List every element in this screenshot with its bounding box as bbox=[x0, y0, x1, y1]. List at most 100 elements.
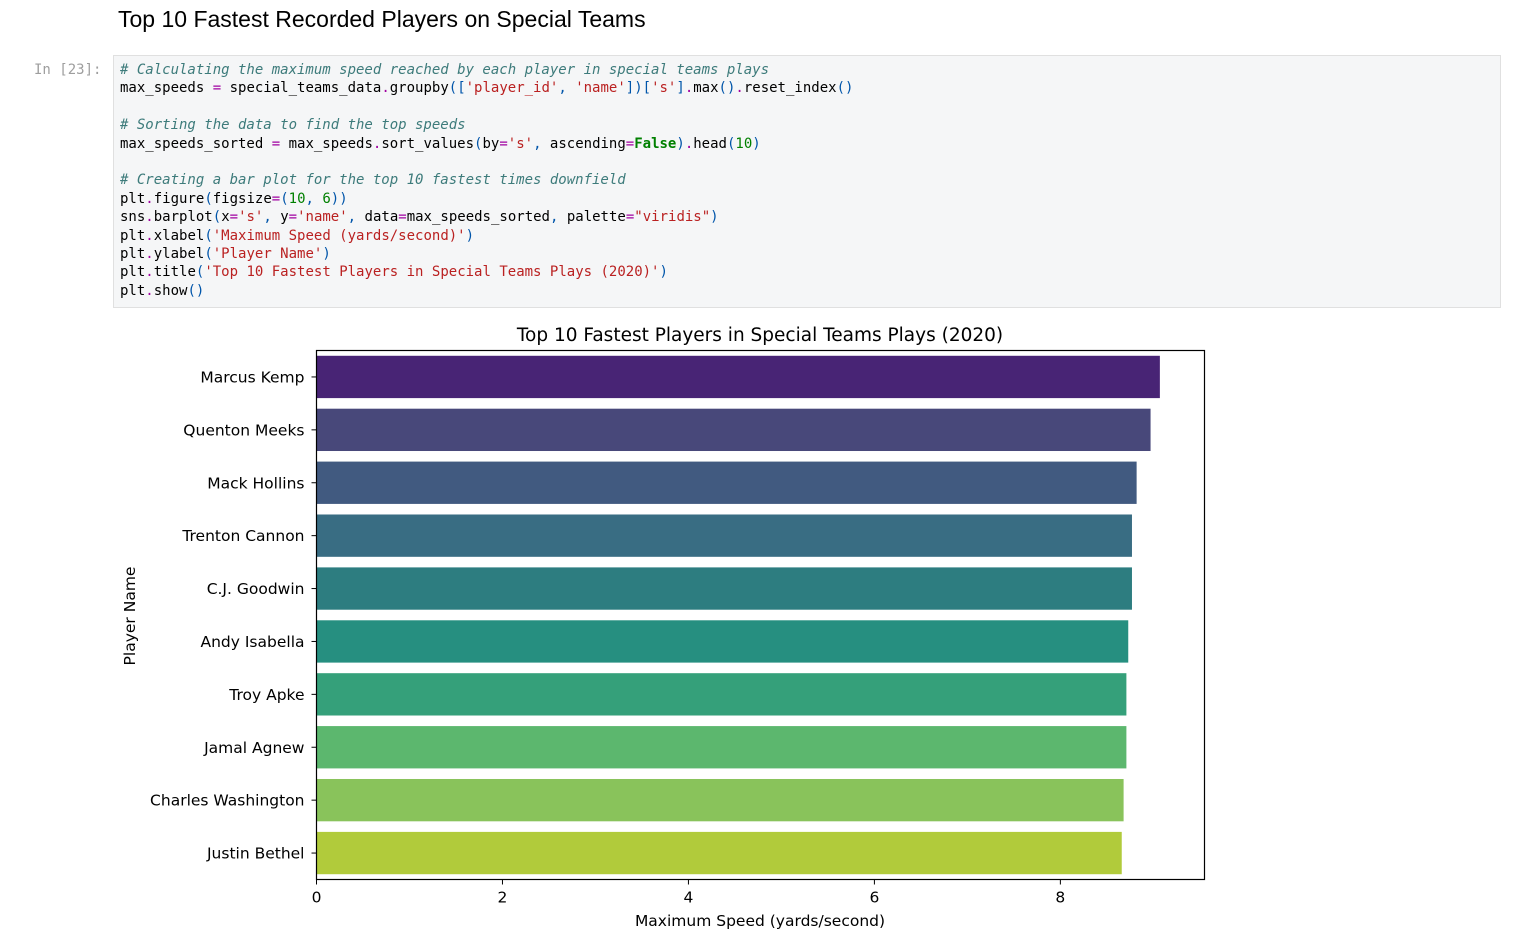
code-token: , bbox=[347, 209, 365, 226]
x-tick-label: 0 bbox=[312, 889, 322, 907]
bar bbox=[316, 355, 1160, 399]
code-token: sort_values bbox=[381, 135, 475, 152]
code-token: data bbox=[364, 209, 399, 226]
y-tick-label: Trenton Cannon bbox=[181, 527, 304, 545]
y-tick-label: Jamal Agnew bbox=[203, 739, 305, 757]
code-token: = bbox=[625, 209, 635, 226]
x-axis-label: Maximum Speed (yards/second) bbox=[635, 912, 885, 930]
code-line: plt.title('Top 10 Fastest Players in Spe… bbox=[120, 263, 853, 281]
bar bbox=[316, 567, 1132, 610]
code-token: , bbox=[549, 209, 567, 226]
y-tick-label: Quenton Meeks bbox=[183, 421, 304, 439]
code-token: . bbox=[145, 227, 154, 244]
code-editor[interactable]: # Calculating the maximum speed reached … bbox=[120, 61, 853, 300]
code-token: reset_index bbox=[743, 80, 837, 97]
code-cell[interactable]: # Calculating the maximum speed reached … bbox=[113, 55, 1501, 308]
code-token: plt bbox=[120, 245, 146, 262]
code-token: max_speeds_sorted bbox=[120, 135, 272, 152]
y-tick-label: Charles Washington bbox=[150, 792, 304, 810]
y-tick-label: Justin Bethel bbox=[206, 845, 305, 863]
y-tick-label: Mack Hollins bbox=[207, 474, 304, 492]
code-token: y bbox=[280, 209, 289, 226]
code-token: # Creating a bar plot for the top 10 fas… bbox=[120, 172, 626, 189]
plot-frame bbox=[315, 349, 1206, 881]
code-token: ( bbox=[195, 264, 205, 281]
code-token: head bbox=[693, 135, 727, 152]
code-token: groupby bbox=[389, 80, 449, 97]
y-tick-label: Marcus Kemp bbox=[200, 368, 304, 386]
code-token: ] bbox=[676, 80, 685, 97]
code-token: x bbox=[221, 209, 230, 226]
code-token: 'name' bbox=[575, 80, 626, 97]
bar bbox=[316, 461, 1137, 504]
code-token: plt bbox=[120, 190, 146, 207]
code-token: 's' bbox=[238, 209, 264, 226]
code-token: ( bbox=[280, 190, 289, 207]
bar bbox=[316, 778, 1124, 822]
code-token: False bbox=[634, 135, 677, 152]
x-tick-group: 0 2 4 6 8 bbox=[312, 879, 1065, 907]
code-line: max_speeds = special_teams_data.groupby(… bbox=[120, 79, 853, 97]
code-token: ascending bbox=[549, 135, 626, 152]
code-token: = bbox=[271, 190, 281, 207]
code-token: . bbox=[372, 135, 382, 152]
y-tick-group: Marcus Kemp Quenton Meeks Mack Hollins Tren… bbox=[150, 368, 317, 863]
code-token: ) bbox=[752, 135, 761, 152]
code-token: . bbox=[735, 80, 744, 97]
code-token: 'name' bbox=[297, 209, 348, 226]
code-token: plt bbox=[120, 282, 146, 299]
code-token: 6 bbox=[322, 190, 331, 207]
y-tick-label: Troy Apke bbox=[228, 686, 304, 704]
code-token: title bbox=[153, 264, 196, 281]
code-token: special_teams_data bbox=[221, 80, 382, 97]
code-token: 'Top 10 Fastest Players in Special Teams… bbox=[204, 264, 660, 281]
code-token: sns bbox=[120, 209, 146, 226]
bar bbox=[316, 673, 1127, 716]
code-line: # Calculating the maximum speed reached … bbox=[120, 61, 853, 79]
bar bbox=[316, 831, 1122, 875]
code-token: ) bbox=[676, 135, 685, 152]
code-token: figure bbox=[153, 190, 205, 207]
code-token: ( bbox=[212, 209, 222, 226]
code-token: max_speeds bbox=[120, 80, 213, 97]
code-token: ( bbox=[204, 245, 213, 262]
x-tick-label: 2 bbox=[498, 889, 508, 907]
code-token: 's' bbox=[651, 80, 677, 97]
code-token: ( bbox=[474, 135, 483, 152]
code-token: xlabel bbox=[153, 227, 205, 244]
code-line: plt.ylabel('Player Name') bbox=[120, 245, 853, 263]
chart-title: Top 10 Fastest Players in Special Teams … bbox=[516, 325, 1003, 346]
code-token: 'player_id' bbox=[465, 80, 559, 97]
code-token: , bbox=[533, 135, 550, 152]
code-token: 'Player Name' bbox=[212, 245, 323, 262]
code-token: . bbox=[381, 80, 390, 97]
code-token: )) bbox=[330, 190, 348, 207]
code-token: palette bbox=[566, 209, 626, 226]
code-token: . bbox=[145, 190, 154, 207]
code-token: , bbox=[305, 190, 323, 207]
section-heading: Top 10 Fastest Recorded Players on Speci… bbox=[118, 6, 646, 32]
bars-group bbox=[316, 355, 1160, 875]
code-token: # Calculating the maximum speed reached … bbox=[120, 62, 770, 78]
code-token: ( bbox=[204, 190, 213, 207]
code-token: ( bbox=[204, 227, 213, 244]
code-token: () bbox=[836, 80, 854, 97]
code-token: = bbox=[625, 135, 635, 152]
code-token: , bbox=[263, 209, 281, 226]
code-token: ylabel bbox=[153, 245, 205, 262]
code-token: ])[ bbox=[625, 80, 652, 97]
code-token: ) bbox=[659, 264, 668, 281]
y-tick-label: C.J. Goodwin bbox=[207, 580, 305, 598]
code-token: , bbox=[558, 80, 576, 97]
code-token: by bbox=[482, 135, 500, 152]
code-line: # Sorting the data to find the top speed… bbox=[120, 116, 853, 134]
code-token: = bbox=[212, 80, 222, 97]
code-line: sns.barplot(x='s', y='name', data=max_sp… bbox=[120, 208, 853, 226]
code-token: barplot bbox=[153, 209, 213, 226]
code-token: show bbox=[153, 282, 188, 299]
code-token: = bbox=[271, 135, 281, 152]
code-token: . bbox=[684, 80, 694, 97]
y-axis-label: Player Name bbox=[121, 567, 139, 666]
y-tick-label: Andy Isabella bbox=[201, 633, 305, 651]
